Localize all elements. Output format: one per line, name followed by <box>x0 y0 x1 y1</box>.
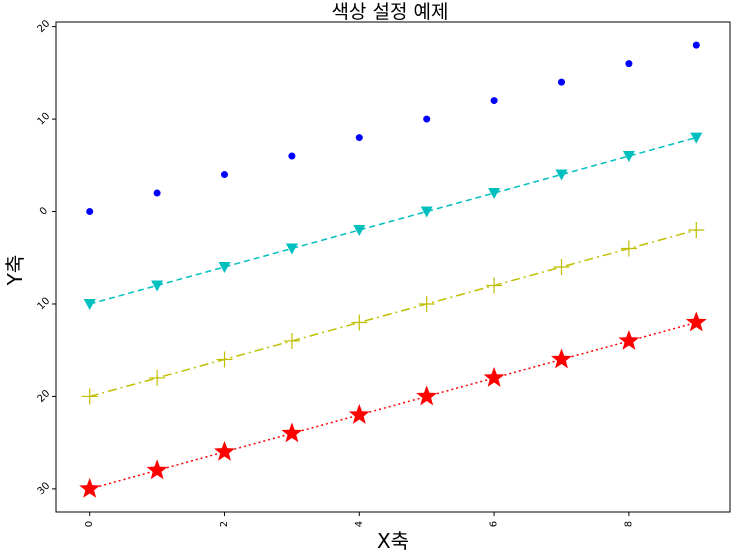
x-tick-label: 4 <box>354 521 365 527</box>
y-tick-label: 10 <box>36 296 53 313</box>
data-point <box>281 422 303 443</box>
data-point <box>555 169 568 181</box>
data-point <box>483 366 505 387</box>
data-point <box>625 60 633 68</box>
x-axis-label: X축 <box>377 529 409 553</box>
x-tick-label: 6 <box>489 521 500 527</box>
plot-area <box>55 21 731 513</box>
data-point <box>221 171 228 179</box>
data-point <box>690 132 703 144</box>
y-axis-label: Y축 <box>3 255 27 287</box>
data-point <box>216 351 233 368</box>
data-point <box>488 188 501 200</box>
data-point <box>86 208 94 216</box>
data-point <box>618 329 640 350</box>
series-layer <box>79 41 707 498</box>
data-point <box>486 277 503 294</box>
data-point <box>416 385 438 406</box>
data-point <box>355 134 363 142</box>
data-point <box>149 369 166 386</box>
series-line-2 <box>89 136 697 305</box>
data-point <box>620 240 637 257</box>
data-point <box>685 311 707 332</box>
data-point <box>692 41 700 49</box>
data-point <box>214 440 235 461</box>
y-tick-label: 20 <box>36 18 53 35</box>
x-tick-label: 0 <box>84 521 95 527</box>
y-tick-label: 20 <box>36 388 53 405</box>
data-point <box>688 222 705 239</box>
data-point <box>553 259 570 275</box>
y-tick-label: 10 <box>36 111 53 128</box>
chart-title: 색상 설정 예제 <box>332 1 449 23</box>
data-point <box>418 295 435 312</box>
y-axis-ticks: 20 10 0 10 20 30 <box>36 18 56 497</box>
data-point <box>218 262 231 273</box>
x-tick-label: 8 <box>623 521 634 527</box>
data-point <box>79 477 101 498</box>
data-point <box>490 97 498 105</box>
data-point <box>348 403 370 424</box>
data-point <box>288 152 296 160</box>
x-tick-label: 2 <box>219 521 230 527</box>
data-point <box>146 459 168 480</box>
data-point <box>351 314 368 331</box>
data-point <box>151 280 164 292</box>
data-point <box>285 243 298 255</box>
data-point <box>81 388 98 405</box>
data-point <box>420 206 433 218</box>
y-tick-label: 0 <box>38 205 50 217</box>
data-point <box>551 348 572 369</box>
data-point <box>423 115 431 123</box>
data-point <box>558 78 565 86</box>
x-axis-ticks: 0 2 4 6 8 <box>84 512 634 527</box>
data-point <box>353 225 366 237</box>
data-point <box>622 151 635 163</box>
data-point <box>83 298 96 310</box>
data-point <box>283 332 300 349</box>
y-tick-label: 30 <box>36 480 53 497</box>
data-point <box>153 189 161 197</box>
